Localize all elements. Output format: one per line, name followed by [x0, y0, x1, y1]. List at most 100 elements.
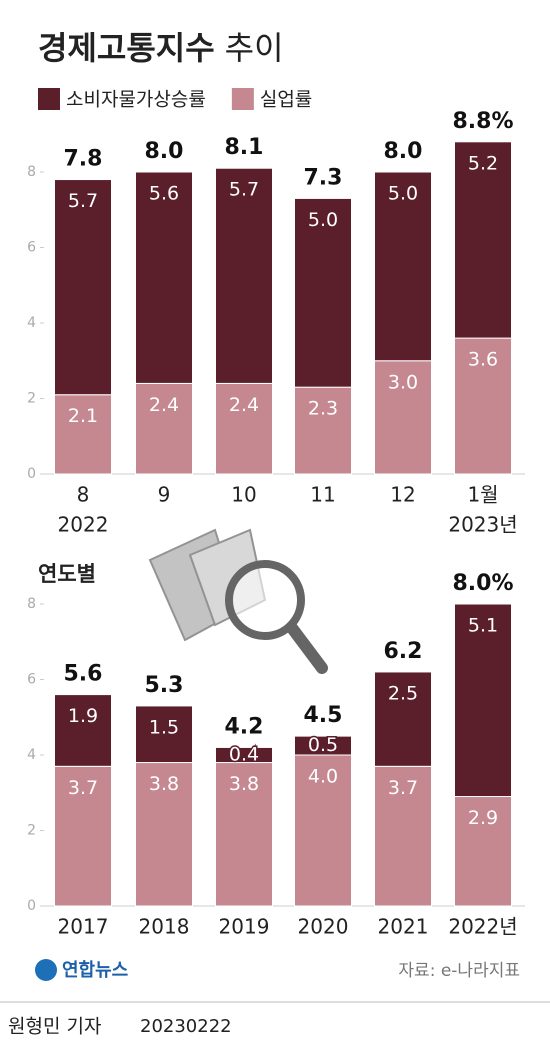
bar-segment [215, 746, 273, 764]
total-label: 6.2 [384, 639, 423, 664]
x-tick-label: 11 [310, 483, 335, 507]
total-label: 8.8% [452, 109, 513, 134]
value-label: 2.5 [388, 682, 418, 704]
value-label: 4.0 [308, 766, 338, 788]
value-label: 2.1 [68, 405, 98, 427]
footer-bg [0, 1000, 550, 1047]
value-label: 3.7 [68, 777, 98, 799]
value-label: 3.7 [388, 777, 418, 799]
legend-swatch [231, 88, 254, 110]
bar-segment [374, 360, 432, 475]
x-tick-label: 2021 [378, 915, 429, 939]
value-label: 5.1 [468, 615, 498, 637]
title-suffix: 추이 [225, 29, 284, 67]
value-label: 3.6 [468, 349, 498, 371]
y-tick-label: 6 [27, 240, 36, 256]
y-tick-label: 8 [27, 164, 36, 180]
x-tick-label: 2019 [219, 915, 270, 939]
total-label: 5.6 [64, 662, 103, 687]
source: 자료: e-나라지표 [398, 961, 520, 981]
bar-segment [215, 382, 273, 475]
value-label: 5.6 [149, 183, 179, 205]
bar-segment [454, 603, 512, 798]
title-main: 경제고통지수 [38, 29, 215, 67]
total-label: 5.3 [145, 673, 184, 698]
x-tick-label: 1월 [467, 483, 498, 507]
x-tick-label: 2018 [139, 915, 190, 939]
bar-segment [454, 796, 512, 907]
value-label: 2.4 [229, 394, 259, 416]
value-label: 0.4 [229, 744, 259, 766]
bar-segment [135, 382, 193, 475]
bar-segment [54, 765, 112, 907]
x-year-label: 2022 [58, 513, 109, 537]
value-label: 1.5 [149, 716, 179, 738]
icon [148, 528, 328, 674]
x-tick-label: 2017 [58, 915, 109, 939]
x-tick-label: 9 [158, 483, 171, 507]
bar-segment [215, 762, 273, 907]
bar-segment [215, 167, 273, 384]
value-label: 3.8 [229, 773, 259, 795]
value-label: 2.4 [149, 394, 179, 416]
total-label: 8.0% [452, 571, 513, 596]
bar-segment [54, 179, 112, 396]
value-label: 0.5 [308, 734, 338, 756]
total-label: 8.1 [225, 135, 264, 160]
bar-segment [294, 197, 352, 388]
x-year-label: 2023년 [448, 513, 517, 537]
legend-swatch [38, 88, 60, 110]
value-label: 3.8 [149, 773, 179, 795]
bar-segment [374, 671, 432, 767]
x-tick-label: 2020 [298, 915, 349, 939]
value-label: 5.2 [468, 152, 498, 174]
logo-mark [35, 959, 57, 981]
bar-segment [454, 141, 512, 339]
total-label: 8.0 [145, 139, 184, 164]
subtitle: 연도별 [38, 562, 96, 586]
y-tick-label: 8 [27, 596, 36, 612]
y-tick-label: 2 [27, 391, 36, 407]
x-tick-label: 2022년 [448, 915, 517, 939]
value-label: 2.3 [308, 398, 338, 420]
y-tick-label: 0 [27, 898, 36, 914]
y-tick-label: 0 [27, 466, 36, 482]
bar-segment [294, 386, 352, 475]
total-label: 7.3 [304, 165, 343, 190]
x-tick-label: 12 [390, 483, 415, 507]
value-label: 5.7 [229, 179, 259, 201]
y-tick-label: 6 [27, 672, 36, 688]
bar-segment [374, 171, 432, 362]
total-label: 8.0 [384, 139, 423, 164]
bar-segment [135, 762, 193, 907]
value-label: 5.0 [308, 209, 338, 231]
bar-segment [294, 735, 352, 756]
x-tick-label: 10 [231, 483, 256, 507]
bar-segment [135, 171, 193, 384]
bar-segment [374, 765, 432, 907]
value-label: 5.7 [68, 190, 98, 212]
legend-label: 소비자물가상승률 [66, 89, 206, 111]
total-label: 7.8 [64, 147, 103, 172]
value-label: 3.0 [388, 371, 418, 393]
value-label: 1.9 [68, 705, 98, 727]
title: 경제고통지수 추이 [38, 29, 284, 67]
date: 20230222 [140, 1016, 232, 1037]
x-tick-label: 8 [77, 483, 90, 507]
y-tick-label: 2 [27, 823, 36, 839]
legend-label: 실업률 [260, 89, 312, 111]
y-tick-label: 4 [27, 315, 36, 331]
y-tick-label: 4 [27, 747, 36, 763]
bar-segment [454, 337, 512, 475]
bar-segment [54, 694, 112, 767]
value-label: 5.0 [388, 183, 418, 205]
total-label: 4.5 [304, 703, 343, 728]
value-label: 2.9 [468, 807, 498, 829]
byline: 원형민 기자 [8, 1016, 101, 1038]
bar-segment [135, 705, 193, 764]
bar-segment [54, 394, 112, 475]
logo: 연합뉴스 [62, 959, 128, 981]
total-label: 4.2 [225, 714, 264, 739]
